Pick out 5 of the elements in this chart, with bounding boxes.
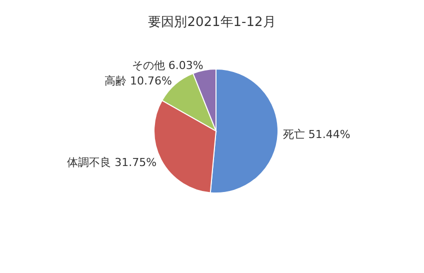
slice-label: その他 6.03%: [132, 59, 204, 72]
slice-label: 体調不良 31.75%: [67, 156, 157, 170]
slice-label: 高齢 10.76%: [104, 74, 172, 88]
chart-title: 要因別2021年1-12月: [148, 15, 276, 30]
slice-label: 死亡 51.44%: [282, 128, 350, 142]
